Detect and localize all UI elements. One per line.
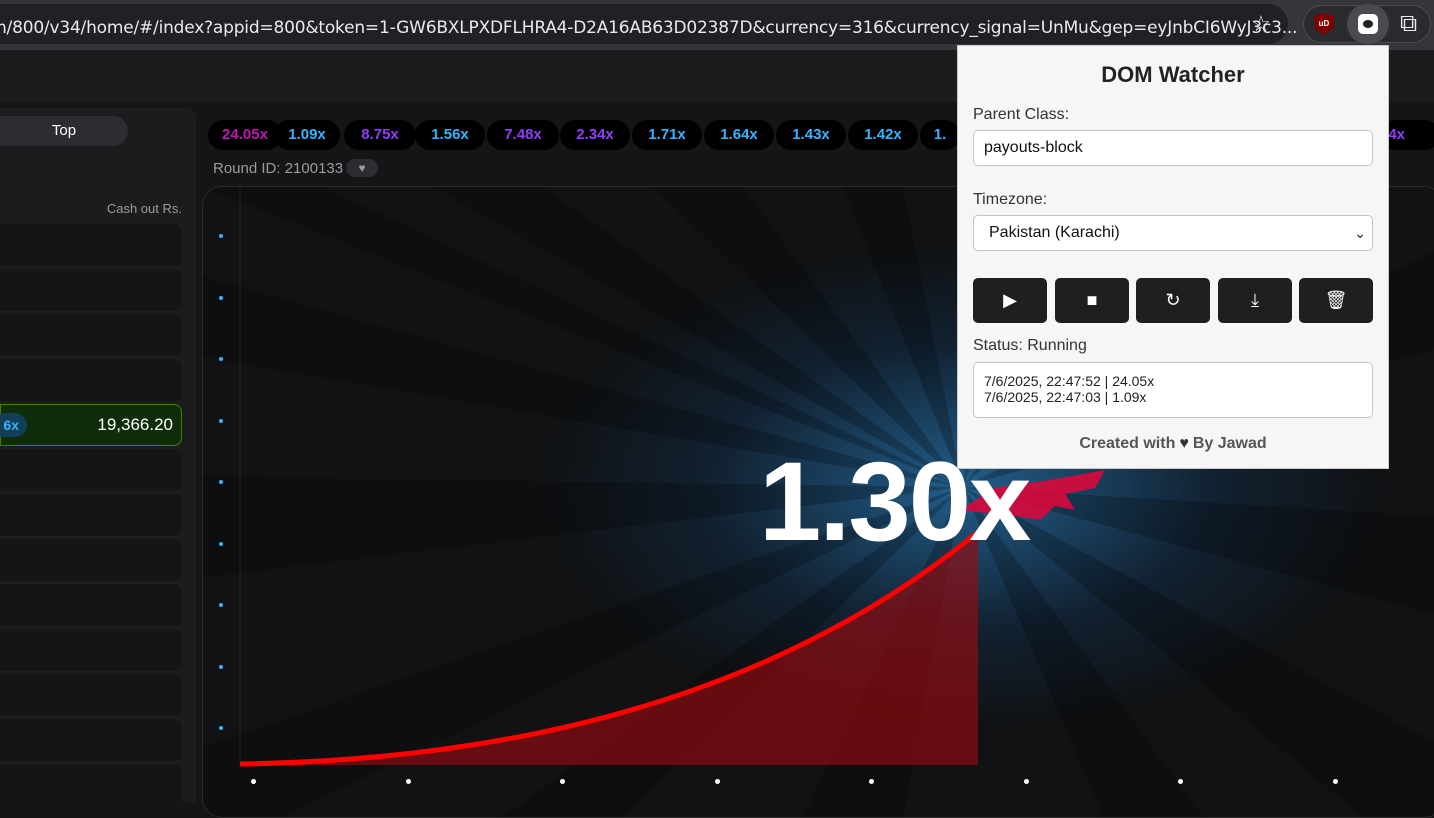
delete-button[interactable]: 🗑 bbox=[1299, 278, 1373, 323]
dom-watcher-extension-button[interactable] bbox=[1347, 4, 1389, 44]
multiplier-chart bbox=[239, 187, 1105, 767]
x-axis-dot bbox=[405, 779, 411, 784]
url-text[interactable]: om/800/v34/home/#/index?appid=800&token=… bbox=[0, 18, 1298, 38]
refresh-icon: ↻ bbox=[1165, 290, 1181, 310]
x-axis-dot bbox=[251, 779, 256, 784]
y-axis-dot bbox=[219, 541, 223, 546]
address-bar[interactable]: om/800/v34/home/#/index?appid=800&token=… bbox=[0, 4, 1298, 44]
dom-watcher-popup: DOM Watcher Parent Class: payouts-block … bbox=[957, 45, 1389, 469]
log-entry: 7/6/2025, 22:47:03 | 1.09x bbox=[984, 389, 1147, 405]
chevron-down-icon: ⌄ bbox=[1354, 225, 1366, 241]
payout-pill[interactable]: 1.09x bbox=[274, 120, 340, 150]
credit-footer: Created with ♥ By Jawad bbox=[958, 435, 1388, 453]
log-entry: 7/6/2025, 22:47:52 | 24.05x bbox=[984, 373, 1155, 389]
win-multiplier-badge: 6x bbox=[0, 413, 27, 437]
credit-suffix: By Jawad bbox=[1192, 435, 1267, 452]
bet-row bbox=[0, 629, 182, 671]
bet-row bbox=[0, 269, 182, 311]
y-axis-dot bbox=[219, 664, 223, 669]
bet-row bbox=[0, 494, 182, 536]
status-text: Status: Running bbox=[973, 337, 1087, 354]
payout-pill[interactable]: 1.42x bbox=[848, 120, 918, 150]
stop-button[interactable]: ■ bbox=[1055, 278, 1129, 323]
parent-class-label: Parent Class: bbox=[973, 106, 1070, 123]
y-axis-dot bbox=[219, 480, 223, 484]
y-axis-dot bbox=[219, 295, 223, 300]
bet-row bbox=[0, 449, 182, 491]
refresh-button[interactable]: ↻ bbox=[1136, 278, 1210, 323]
payout-pill[interactable]: 7.48x bbox=[487, 120, 559, 150]
y-axis-dot bbox=[219, 234, 223, 238]
credit-prefix: Created with bbox=[1079, 435, 1176, 452]
log-output: 7/6/2025, 22:47:52 | 24.05x 7/6/2025, 22… bbox=[973, 362, 1373, 418]
multiplier-curve bbox=[239, 530, 980, 767]
bet-row bbox=[0, 674, 182, 716]
start-button[interactable]: ▶ bbox=[973, 278, 1047, 323]
parent-class-input[interactable]: payouts-block bbox=[973, 130, 1373, 166]
y-axis-dot bbox=[219, 418, 223, 423]
payout-pill[interactable]: 24.05x bbox=[208, 120, 282, 150]
payout-pill[interactable]: 1.71x bbox=[632, 120, 702, 150]
payout-pill[interactable]: 2.34x bbox=[560, 120, 630, 150]
y-axis-dot bbox=[219, 726, 223, 730]
bet-row bbox=[0, 539, 182, 581]
y-axis-dot bbox=[219, 357, 223, 361]
trash-icon: 🗑 bbox=[1324, 290, 1348, 310]
timezone-select[interactable]: Pakistan (Karachi) ⌄ bbox=[973, 215, 1373, 251]
payout-pill[interactable]: 1.64x bbox=[704, 120, 774, 150]
bet-row-win: 6x 19,366.20 bbox=[0, 404, 182, 446]
timezone-label: Timezone: bbox=[973, 191, 1048, 208]
x-axis-dot bbox=[560, 779, 565, 784]
round-info-icon[interactable]: ♥ bbox=[346, 159, 378, 177]
x-axis-dot bbox=[1023, 779, 1029, 784]
bet-row bbox=[0, 224, 182, 266]
bet-row bbox=[0, 719, 182, 761]
popup-title: DOM Watcher bbox=[1101, 62, 1245, 87]
extensions-puzzle-icon[interactable]: ⧉ bbox=[1400, 10, 1418, 37]
download-button[interactable]: ⤓ bbox=[1218, 278, 1292, 323]
play-icon: ▶ bbox=[1003, 290, 1017, 310]
download-icon: ⤓ bbox=[1251, 290, 1259, 310]
bet-row bbox=[0, 764, 182, 806]
payout-pill[interactable]: 1.43x bbox=[776, 120, 846, 150]
payout-pill[interactable]: 1.56x bbox=[415, 120, 485, 150]
game-canvas: 1.30x bbox=[202, 186, 1434, 818]
heart-icon: ♥ bbox=[1179, 435, 1189, 452]
stop-icon: ■ bbox=[1086, 290, 1098, 310]
x-axis-dot bbox=[869, 779, 874, 784]
x-axis-dot bbox=[1178, 779, 1183, 784]
plane-icon bbox=[960, 470, 1105, 520]
timezone-value: Pakistan (Karachi) bbox=[989, 224, 1120, 241]
dom-watcher-icon bbox=[1358, 14, 1378, 34]
ublock-origin-icon[interactable]: uD bbox=[1314, 13, 1334, 35]
x-axis-dot bbox=[1332, 779, 1338, 784]
payout-pill[interactable]: 1. bbox=[920, 120, 960, 150]
browser-toolbar: om/800/v34/home/#/index?appid=800&token=… bbox=[0, 0, 1434, 50]
bet-row bbox=[0, 314, 182, 356]
bet-row bbox=[0, 584, 182, 626]
bet-row bbox=[0, 359, 182, 401]
win-amount: 19,366.20 bbox=[97, 415, 173, 434]
bookmark-star-icon[interactable]: ☆ bbox=[1251, 11, 1271, 36]
x-axis-dot bbox=[714, 779, 720, 784]
y-axis-dot bbox=[219, 603, 223, 607]
payout-pill[interactable]: 8.75x bbox=[344, 120, 416, 150]
round-id: Round ID: 2100133 bbox=[213, 160, 344, 177]
tab-top[interactable]: Top bbox=[0, 116, 128, 146]
cashout-column-header: Cash out Rs. bbox=[106, 201, 182, 216]
area-fill bbox=[240, 532, 978, 765]
